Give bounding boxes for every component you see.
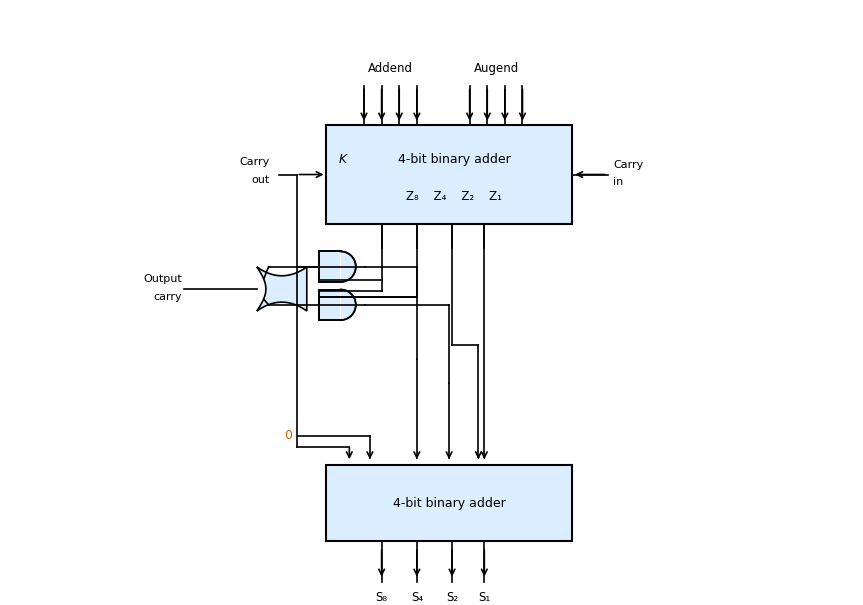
Text: carry: carry bbox=[154, 292, 182, 302]
Text: S₄: S₄ bbox=[411, 591, 423, 604]
Text: in: in bbox=[614, 177, 624, 188]
Text: Addend: Addend bbox=[368, 62, 413, 75]
Text: 4-bit binary adder: 4-bit binary adder bbox=[398, 153, 510, 166]
Text: out: out bbox=[252, 175, 270, 185]
Text: Z₈    Z₄    Z₂    Z₁: Z₈ Z₄ Z₂ Z₁ bbox=[406, 190, 502, 203]
Text: S₁: S₁ bbox=[478, 591, 490, 604]
Text: 4-bit binary adder: 4-bit binary adder bbox=[393, 497, 506, 509]
FancyBboxPatch shape bbox=[326, 125, 572, 224]
Text: K: K bbox=[339, 153, 347, 166]
PathPatch shape bbox=[319, 290, 356, 320]
Text: Carry: Carry bbox=[614, 160, 644, 170]
PathPatch shape bbox=[319, 252, 356, 282]
FancyBboxPatch shape bbox=[326, 465, 572, 541]
Text: Output: Output bbox=[143, 274, 182, 284]
Text: Augend: Augend bbox=[474, 62, 519, 75]
Text: 0: 0 bbox=[284, 429, 292, 442]
Text: S₈: S₈ bbox=[375, 591, 387, 604]
Text: S₂: S₂ bbox=[446, 591, 458, 604]
PathPatch shape bbox=[257, 267, 306, 311]
Text: Carry: Carry bbox=[240, 157, 270, 168]
